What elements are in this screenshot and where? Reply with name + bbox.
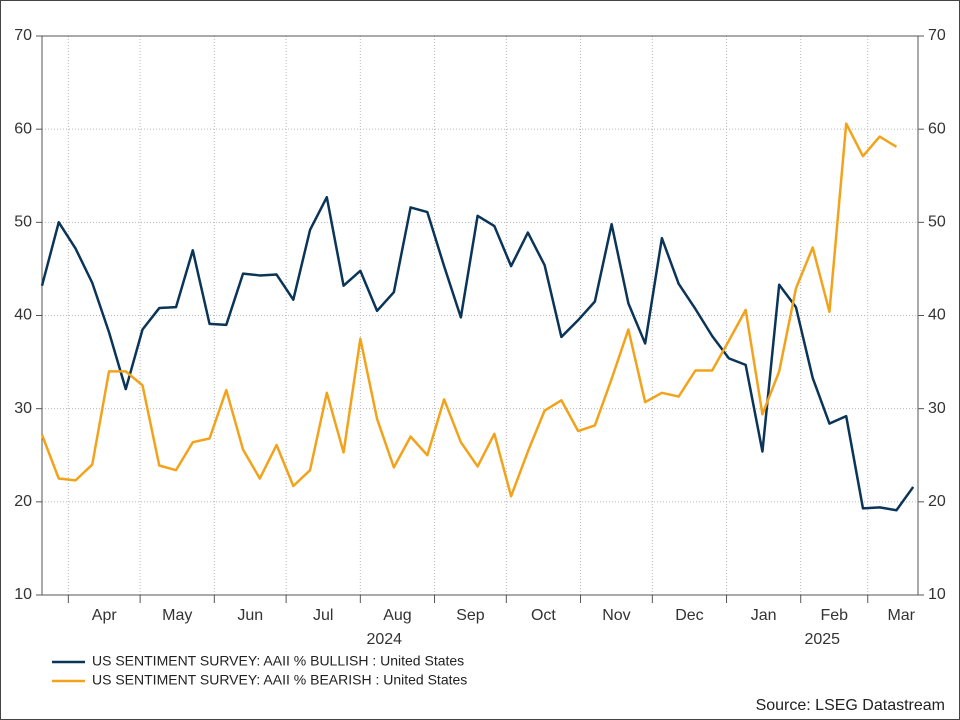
y-tick-label: 50: [14, 214, 32, 231]
x-tick-label: Jul: [313, 607, 333, 624]
x-tick-label: Sep: [456, 607, 485, 624]
x-tick-label: Dec: [675, 607, 703, 624]
y-tick-label: 20: [14, 493, 32, 510]
plot-frame: [41, 35, 919, 596]
y2-tick-label: 30: [928, 400, 946, 417]
y-tick-label: 30: [14, 400, 32, 417]
x-tick-label: Oct: [531, 607, 556, 624]
y2-tick-label: 50: [928, 214, 946, 231]
legend-label: US SENTIMENT SURVEY: AAII % BULLISH : Un…: [92, 653, 464, 669]
y-tick-label: 70: [14, 27, 32, 44]
y2-tick-label: 20: [928, 493, 946, 510]
y-tick-label: 60: [14, 120, 32, 137]
y2-tick-label: 60: [928, 120, 946, 137]
series-line: [40, 195, 915, 512]
y-tick-label: 10: [14, 586, 32, 603]
x-tick-label: Jan: [751, 607, 777, 624]
year-label: 2025: [804, 631, 840, 648]
x-tick-label: Jun: [237, 607, 263, 624]
x-tick-label: Feb: [820, 607, 848, 624]
x-tick-label: Apr: [92, 607, 118, 624]
legend-label: US SENTIMENT SURVEY: AAII % BEARISH : Un…: [92, 672, 467, 688]
series-line: [40, 122, 898, 498]
x-tick-label: Nov: [602, 607, 630, 624]
year-label: 2024: [366, 631, 402, 648]
y-tick-label: 40: [14, 307, 32, 324]
y2-tick-label: 40: [928, 307, 946, 324]
x-tick-label: Mar: [887, 607, 915, 624]
x-tick-label: May: [162, 607, 192, 624]
x-tick-label: Aug: [383, 607, 411, 624]
source: Source: LSEG Datastream: [756, 697, 945, 714]
y2-tick-label: 10: [928, 586, 946, 603]
y2-tick-label: 70: [928, 27, 946, 44]
